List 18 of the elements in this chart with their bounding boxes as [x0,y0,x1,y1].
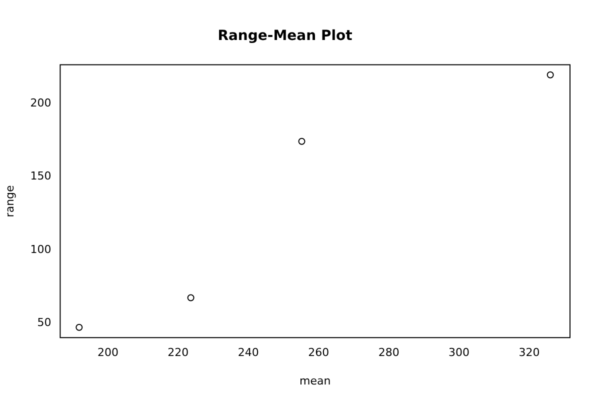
x-tick-label: 280 [378,346,400,360]
x-tick-label: 200 [97,346,118,360]
y-tick-label: 100 [30,242,52,256]
x-tick-label: 240 [238,346,259,360]
x-axis-title: mean [299,374,331,388]
y-tick-label: 150 [30,170,52,183]
y-tick-label: 200 [30,96,52,110]
chart-title: Range-Mean Plot [218,28,353,44]
point [546,71,554,78]
y-tick-label: 50 [37,316,52,330]
point [76,324,83,331]
x-tick-label: 220 [168,346,189,360]
point [298,138,306,145]
x-tick-label: 260 [308,346,330,360]
y-axis-title: range [3,184,16,218]
x-tick-label: 300 [448,346,470,360]
x-tick-label: 320 [518,346,540,360]
point [187,294,194,302]
